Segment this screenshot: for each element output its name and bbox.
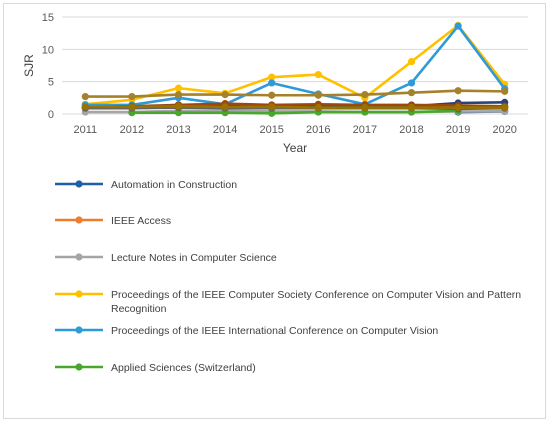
data-point [81,103,89,111]
data-point [454,103,462,112]
x-tick-label: 2011 [73,124,97,136]
x-tick-label: 2015 [259,124,283,136]
series-line [84,89,507,98]
chart-frame [3,3,546,419]
data-point [268,79,276,87]
data-point [454,22,462,30]
legend-entry: Applied Sciences (Switzerland) [55,362,256,374]
y-axis-title: SJR [22,54,36,77]
series-line [84,104,507,109]
legend-label: Recognition [111,303,167,315]
y-tick-label: 10 [42,44,54,56]
data-point [407,89,416,97]
legend-swatch-marker [75,180,83,188]
legend-entry: Proceedings of the IEEE Computer Society… [55,289,521,315]
data-point [128,92,136,101]
legend-label: Lecture Notes in Computer Science [111,252,277,264]
data-point [361,103,369,112]
legend-label: Proceedings of the IEEE Computer Society… [111,289,521,301]
data-point [361,91,369,99]
data-point [81,92,89,101]
series-6 [81,87,509,101]
legend-entry: Proceedings of the IEEE International Co… [55,325,438,337]
data-point [174,84,183,92]
data-point [268,73,276,81]
data-point [221,103,229,111]
legend-label: Applied Sciences (Switzerland) [111,362,256,374]
legend-swatch-marker [75,326,83,334]
x-axis-title: Year [283,141,307,155]
y-tick-label: 15 [42,12,54,24]
x-tick-label: 2020 [492,124,516,136]
data-point [268,103,276,111]
data-point [454,87,462,95]
y-tick-label: 5 [48,77,54,89]
x-tick-label: 2012 [120,124,144,136]
data-point [221,91,229,99]
legend-swatch-marker [75,290,83,298]
data-point [407,103,416,112]
data-point [501,103,509,112]
series-line [84,24,507,107]
data-point [314,70,322,79]
data-point [314,91,322,99]
data-point [268,109,276,117]
x-tick-label: 2019 [446,124,470,136]
series-line [130,109,460,115]
legend-entry: IEEE Access [55,215,171,227]
legend-label: IEEE Access [111,215,171,227]
axes: 0 5 10 15 2011 2012 2013 2014 2015 2016 2017 2018 20… [42,12,517,136]
data-point [407,79,416,87]
series-lines [81,21,509,117]
data-point [501,87,509,95]
data-point [174,91,183,99]
legend-swatch-marker [75,216,83,224]
data-point [128,103,136,111]
x-tick-label: 2014 [213,124,237,136]
data-point [407,58,416,66]
x-tick-label: 2018 [399,124,423,136]
legend: Automation in Construction IEEE Access Lec… [55,179,521,374]
x-tick-label: 2013 [166,124,190,136]
x-tick-label: 2017 [353,124,377,136]
legend-swatch-marker [75,363,83,371]
data-point [268,91,276,99]
series-line [84,24,507,106]
legend-entry: Automation in Construction [55,179,237,191]
x-tick-label: 2016 [306,124,330,136]
legend-label: Automation in Construction [111,179,237,191]
legend-swatch-marker [75,253,83,261]
series-10 [81,102,509,112]
data-point [174,102,183,110]
y-tick-label: 0 [48,109,54,121]
legend-entry: Lecture Notes in Computer Science [55,252,277,264]
data-point [314,103,322,112]
data-point [174,109,183,117]
legend-label: Proceedings of the IEEE International Co… [111,325,438,337]
